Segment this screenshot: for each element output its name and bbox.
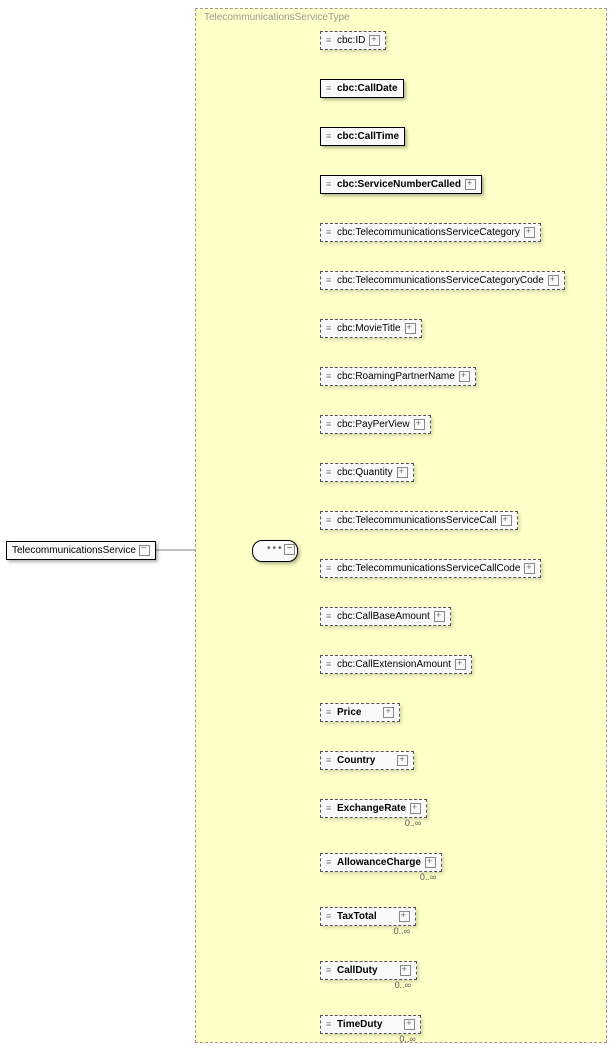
cardinality-label: 0..∞ (399, 1034, 415, 1044)
attributes-icon (326, 659, 334, 670)
node-label: cbc:MovieTitle (337, 323, 401, 334)
expand-icon[interactable] (465, 179, 476, 190)
node-label: cbc:TelecommunicationsServiceCallCode (337, 563, 520, 574)
expand-icon[interactable] (400, 965, 411, 976)
node-label: cbc:ID (337, 35, 365, 46)
attributes-icon (326, 227, 334, 238)
node-label: cbc:TelecommunicationsServiceCategoryCod… (337, 275, 544, 286)
attributes-icon (326, 179, 334, 190)
node-label: ExchangeRate (337, 803, 406, 814)
expand-icon[interactable] (425, 857, 436, 868)
node-label: TelecommunicationsService (12, 545, 136, 556)
attributes-icon (326, 467, 334, 478)
expand-icon[interactable] (397, 467, 408, 478)
attributes-icon (326, 611, 334, 622)
root-node[interactable]: TelecommunicationsService (6, 541, 156, 560)
child-node[interactable]: cbc:CallExtensionAmount (320, 655, 472, 674)
node-label: TimeDuty (337, 1019, 382, 1030)
node-label: cbc:Quantity (337, 467, 393, 478)
child-node[interactable]: cbc:TelecommunicationsServiceCategory (320, 223, 541, 242)
expand-icon[interactable] (404, 1019, 415, 1030)
child-node[interactable]: TimeDuty (320, 1015, 421, 1034)
attributes-icon (326, 707, 334, 718)
cardinality-label: 0..∞ (420, 872, 436, 882)
expand-icon[interactable] (383, 707, 394, 718)
child-node[interactable]: cbc:CallTime (320, 127, 405, 146)
node-label: Country (337, 755, 375, 766)
node-label: CallDuty (337, 965, 378, 976)
node-label: cbc:RoamingPartnerName (337, 371, 455, 382)
child-node[interactable]: cbc:PayPerView (320, 415, 431, 434)
attributes-icon (326, 965, 334, 976)
child-node[interactable]: TaxTotal (320, 907, 416, 926)
attributes-icon (326, 323, 334, 334)
attributes-icon (326, 911, 334, 922)
child-node[interactable]: cbc:TelecommunicationsServiceCallCode (320, 559, 541, 578)
attributes-icon (326, 515, 334, 526)
attributes-icon (326, 803, 334, 814)
child-node[interactable]: Country (320, 751, 414, 770)
cardinality-label: 0..∞ (394, 926, 410, 936)
attributes-icon (326, 563, 334, 574)
node-label: cbc:CallExtensionAmount (337, 659, 451, 670)
expand-icon[interactable] (405, 323, 416, 334)
sequence-connector[interactable] (252, 540, 298, 562)
cardinality-label: 0..∞ (395, 980, 411, 990)
node-label: TaxTotal (337, 911, 377, 922)
child-node[interactable]: cbc:CallBaseAmount (320, 607, 451, 626)
child-node[interactable]: cbc:TelecommunicationsServiceCall (320, 511, 518, 530)
expand-icon[interactable] (434, 611, 445, 622)
node-label: cbc:CallTime (337, 131, 399, 142)
child-node[interactable]: CallDuty (320, 961, 417, 980)
child-node[interactable]: Price (320, 703, 400, 722)
child-node[interactable]: cbc:Quantity (320, 463, 414, 482)
expand-icon[interactable] (524, 563, 535, 574)
expand-icon[interactable] (455, 659, 466, 670)
expand-icon[interactable] (459, 371, 470, 382)
expand-icon[interactable] (548, 275, 559, 286)
node-label: cbc:TelecommunicationsServiceCall (337, 515, 497, 526)
child-node[interactable]: cbc:RoamingPartnerName (320, 367, 476, 386)
expand-icon[interactable] (410, 803, 421, 814)
node-label: Price (337, 707, 361, 718)
attributes-icon (326, 275, 334, 286)
attributes-icon (326, 35, 334, 46)
attributes-icon (326, 755, 334, 766)
child-node[interactable]: AllowanceCharge (320, 853, 442, 872)
attributes-icon (326, 83, 334, 94)
node-label: cbc:CallBaseAmount (337, 611, 430, 622)
attributes-icon (326, 419, 334, 430)
child-node[interactable]: cbc:ServiceNumberCalled (320, 175, 482, 194)
node-label: cbc:CallDate (337, 83, 398, 94)
child-node[interactable]: cbc:CallDate (320, 79, 404, 98)
expand-icon[interactable] (399, 911, 410, 922)
attributes-icon (326, 371, 334, 382)
node-label: AllowanceCharge (337, 857, 421, 868)
expand-icon[interactable] (397, 755, 408, 766)
child-node[interactable]: cbc:MovieTitle (320, 319, 422, 338)
expand-icon[interactable] (524, 227, 535, 238)
node-label: cbc:PayPerView (337, 419, 410, 430)
expand-icon[interactable] (501, 515, 512, 526)
attributes-icon (326, 1019, 334, 1030)
expand-icon[interactable] (414, 419, 425, 430)
child-node[interactable]: ExchangeRate (320, 799, 427, 818)
collapse-icon[interactable] (139, 545, 150, 556)
node-label: cbc:TelecommunicationsServiceCategory (337, 227, 520, 238)
cardinality-label: 0..∞ (405, 818, 421, 828)
attributes-icon (326, 131, 334, 142)
node-label: cbc:ServiceNumberCalled (337, 179, 461, 190)
expand-icon[interactable] (369, 35, 380, 46)
child-node[interactable]: cbc:TelecommunicationsServiceCategoryCod… (320, 271, 565, 290)
child-node[interactable]: cbc:ID (320, 31, 386, 50)
attributes-icon (326, 857, 334, 868)
type-container-title: TelecommunicationsServiceType (204, 12, 350, 23)
